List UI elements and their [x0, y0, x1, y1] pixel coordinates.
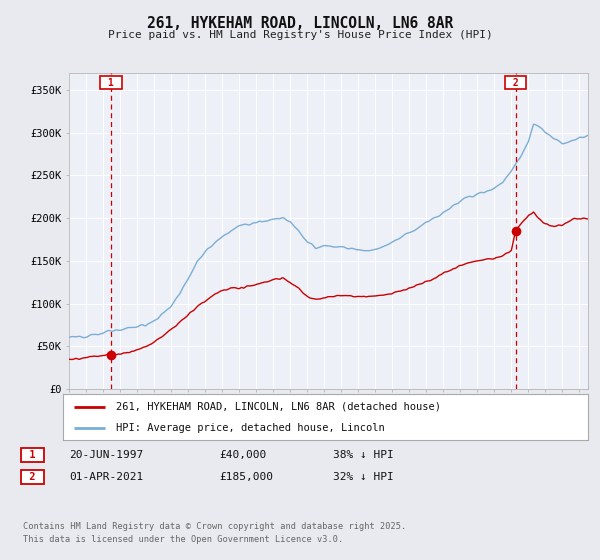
Text: Contains HM Land Registry data © Crown copyright and database right 2025.
This d: Contains HM Land Registry data © Crown c…: [23, 522, 406, 544]
Text: £40,000: £40,000: [219, 450, 266, 460]
Text: 38% ↓ HPI: 38% ↓ HPI: [333, 450, 394, 460]
Text: HPI: Average price, detached house, Lincoln: HPI: Average price, detached house, Linc…: [115, 423, 384, 433]
Text: 2: 2: [507, 77, 524, 87]
Text: 261, HYKEHAM ROAD, LINCOLN, LN6 8AR (detached house): 261, HYKEHAM ROAD, LINCOLN, LN6 8AR (det…: [115, 402, 440, 412]
Text: 1: 1: [102, 77, 120, 87]
Text: 20-JUN-1997: 20-JUN-1997: [69, 450, 143, 460]
Text: 2: 2: [23, 472, 41, 482]
Text: Price paid vs. HM Land Registry's House Price Index (HPI): Price paid vs. HM Land Registry's House …: [107, 30, 493, 40]
Text: 32% ↓ HPI: 32% ↓ HPI: [333, 472, 394, 482]
Text: £185,000: £185,000: [219, 472, 273, 482]
Text: 261, HYKEHAM ROAD, LINCOLN, LN6 8AR: 261, HYKEHAM ROAD, LINCOLN, LN6 8AR: [147, 16, 453, 31]
Text: 01-APR-2021: 01-APR-2021: [69, 472, 143, 482]
Text: 1: 1: [23, 450, 41, 460]
